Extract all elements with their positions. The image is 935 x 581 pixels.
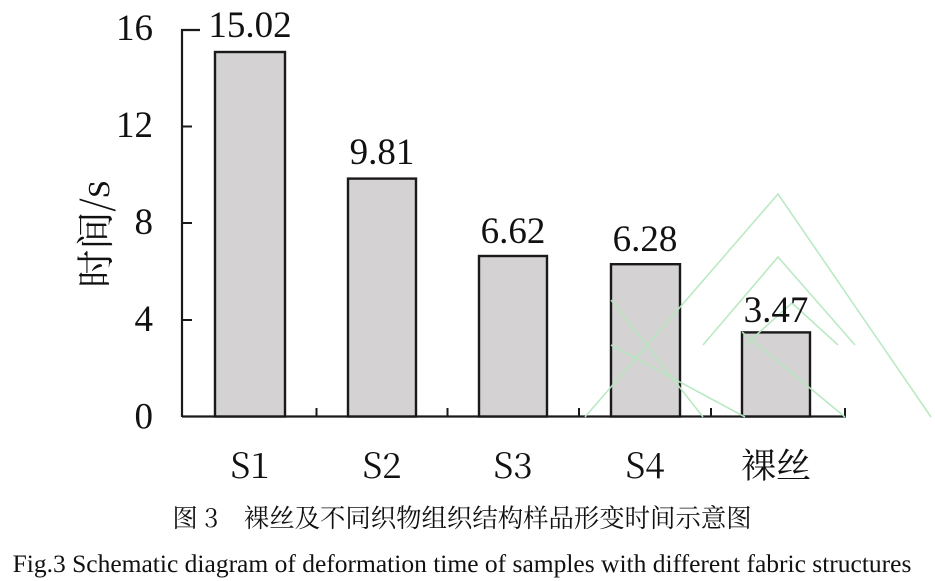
- svg-text:16: 16: [116, 8, 153, 49]
- svg-text:0: 0: [135, 397, 154, 438]
- svg-text:裸丝: 裸丝: [741, 439, 811, 489]
- svg-text:8: 8: [135, 202, 154, 243]
- svg-text:4: 4: [135, 299, 154, 340]
- svg-text:9.81: 9.81: [350, 132, 415, 173]
- svg-text:3.47: 3.47: [744, 290, 809, 331]
- svg-text:S4: S4: [625, 439, 664, 489]
- svg-text:S1: S1: [230, 439, 269, 489]
- svg-text:6.28: 6.28: [613, 219, 678, 260]
- svg-text:时间/s: 时间/s: [65, 180, 120, 287]
- svg-text:6.62: 6.62: [481, 211, 546, 252]
- svg-text:S2: S2: [362, 439, 401, 489]
- svg-text:15.02: 15.02: [208, 5, 291, 46]
- svg-text:12: 12: [116, 105, 153, 146]
- svg-text:图 3 裸丝及不同织物组织结构样品形变时间示意图: 图 3 裸丝及不同织物组织结构样品形变时间示意图: [172, 499, 751, 535]
- svg-text:Fig.3 Schematic diagram of def: Fig.3 Schematic diagram of deformation t…: [13, 549, 912, 578]
- svg-text:S3: S3: [493, 439, 532, 489]
